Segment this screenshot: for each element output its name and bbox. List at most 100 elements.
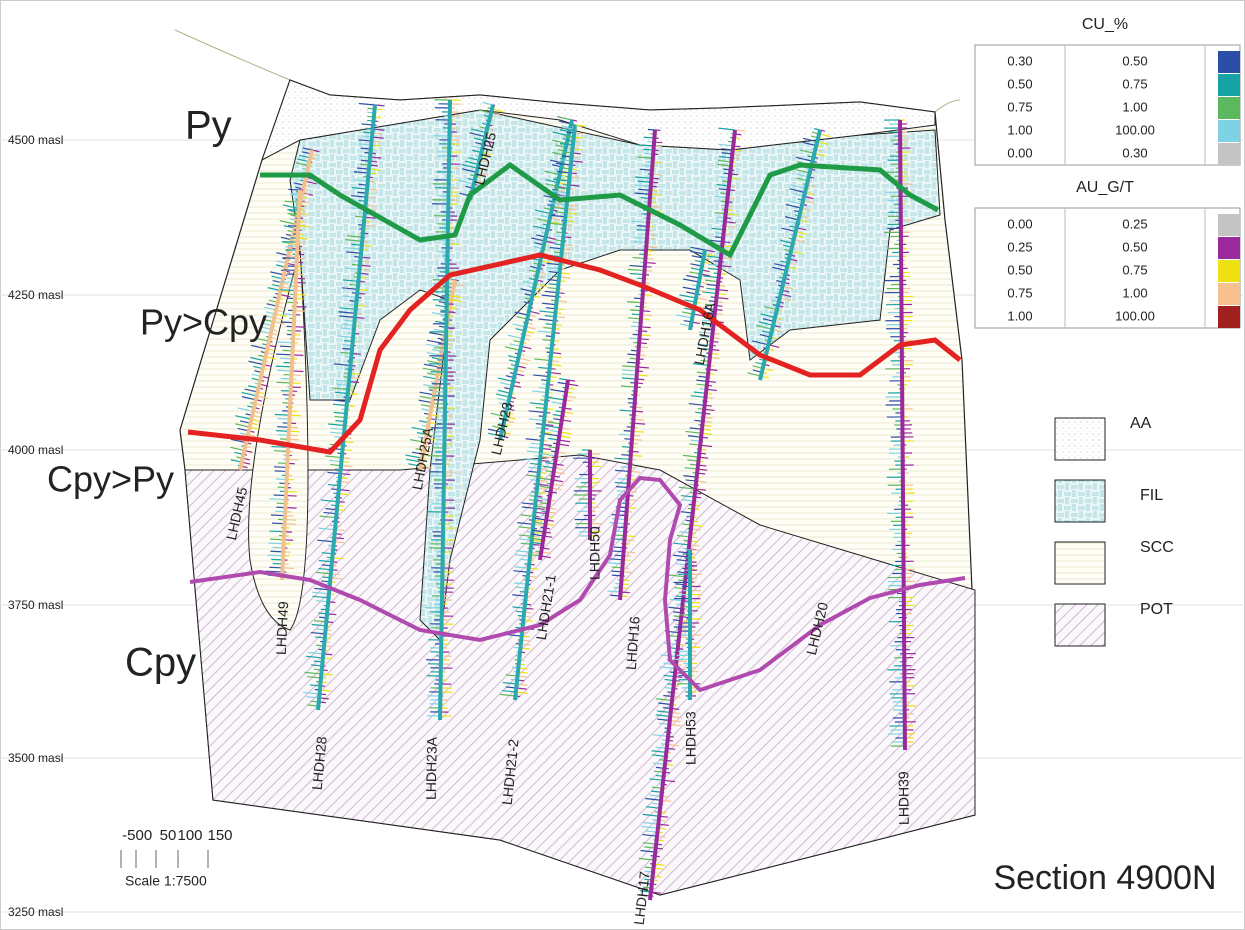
cu-tick [314,587,330,591]
au-tick [571,119,578,122]
cu-tick [464,160,479,165]
cu-tick [482,101,494,106]
cu-tick [619,409,635,412]
topography [174,29,961,113]
cu-tick [345,267,360,270]
legend-swatch [1218,51,1240,73]
cu-tick [659,666,676,670]
cu-tick [534,209,552,215]
drill-hole [648,129,737,901]
au-tick [311,149,320,153]
cu-tick [520,514,535,517]
cu-tick [538,318,555,322]
cu-tick [549,246,563,250]
cu-tick [559,143,573,146]
cu-tick [513,570,529,573]
cu-tick [619,433,633,436]
cu-tick [423,363,440,368]
zone-label: Cpy>Py [47,459,174,500]
cu-tick [545,179,559,184]
legend-box [974,207,1241,329]
elevation-label: 4250 masl [8,288,63,302]
cu-tick [651,754,666,757]
cu-tick [541,294,558,298]
cu-tick [632,256,646,260]
cu-tick [282,204,299,210]
cu-tick [533,374,549,378]
cu-tick [620,385,636,388]
cu-tick [250,356,265,362]
legend-cell: 0.00 [1007,145,1032,160]
cu-tick [426,343,443,348]
cu-tick [316,571,331,575]
cu-tick [640,849,656,853]
cu-tick [497,389,511,394]
legend-cell: 0.50 [1122,53,1147,68]
cu-tick [514,311,529,316]
cu-tick [549,222,565,226]
cu-tick [651,750,667,753]
cu-tick [275,353,293,356]
cu-tick [756,324,773,330]
cu-tick [655,698,673,702]
cu-tick [703,307,716,311]
cu-tick [418,399,433,404]
cu-tick [408,463,421,467]
cu-tick [764,306,778,311]
cu-tick [263,306,277,311]
cu-tick [537,330,554,334]
zone-label: Py [185,104,232,148]
cu-tick [267,554,284,557]
cu-tick [752,340,769,346]
legend-cell: 0.75 [1122,262,1147,277]
cu-tick [658,702,672,706]
cu-tick [551,214,566,218]
legend-swatch [1218,260,1240,282]
cu-tick [518,534,533,537]
cu-tick [499,693,516,697]
au-tick [704,249,715,253]
cu-tick [684,467,698,470]
cu-tick [669,598,684,602]
legend-cell: 0.25 [1122,216,1147,231]
cu-tick [296,162,309,167]
legend-cell: 0.00 [1007,216,1032,231]
cu-tick [634,192,651,195]
lithology-label: POT [1140,601,1173,618]
cu-tick [318,567,332,571]
cu-tick [275,430,289,432]
cu-tick [512,323,526,328]
scale-tick-label: 0 [144,827,152,844]
drill-hole [758,129,822,381]
cu-tick [270,271,285,276]
cu-tick [760,313,776,319]
cu-tick [642,813,660,817]
cu-tick [297,158,310,163]
cu-tick [521,502,536,505]
cu-tick [277,369,292,372]
cu-tick [270,550,284,553]
cu-tick [241,391,257,397]
legend-cell: 1.00 [1122,285,1147,300]
lithology-label: AA [1130,415,1152,432]
cu-tick [637,144,654,147]
cu-tick [318,559,333,563]
cu-tick [325,455,342,459]
cu-tick [627,268,645,272]
legend-swatch [1218,214,1240,236]
legend-title: CU_% [1082,16,1128,33]
cu-tick [717,159,732,163]
scale-label: Scale 1:7500 [125,873,207,889]
cu-tick [693,391,706,394]
drill-hole [513,124,577,701]
scale-tick-label: 100 [177,827,202,844]
cu-tick [526,450,541,454]
cu-tick [340,327,354,330]
cu-tick [314,620,327,623]
cu-tick [344,247,362,250]
cu-tick [281,321,294,324]
hole-label: LHDH39 [895,771,911,825]
cu-tick [515,554,531,557]
cu-tick [496,393,510,398]
cu-tick [682,454,699,458]
